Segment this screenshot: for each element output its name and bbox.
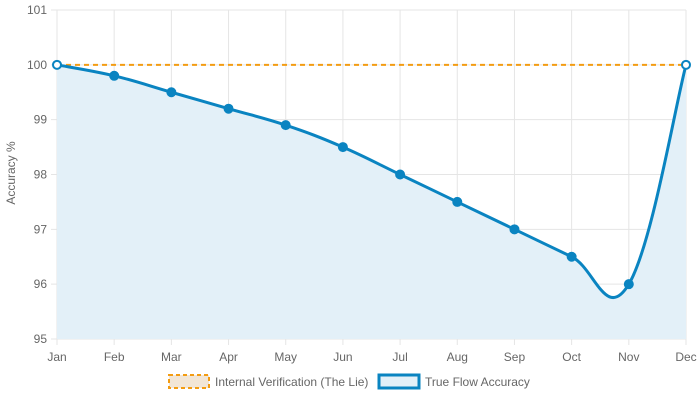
x-tick-label: Apr: [219, 350, 238, 364]
data-points-layer: [52, 59, 691, 290]
area-fill-layer: [57, 64, 686, 339]
x-tick-label: Jul: [392, 350, 407, 364]
y-tick-label: 99: [34, 113, 48, 127]
true-flow-point[interactable]: [109, 70, 120, 81]
x-axis-ticks: Jan Feb Mar Apr May Jun Jul Aug Sep Oct Nov Dec: [47, 350, 696, 364]
true-flow-point[interactable]: [509, 224, 520, 235]
legend-label-true-flow: True Flow Accuracy: [425, 375, 530, 389]
y-tick-label: 96: [34, 277, 48, 291]
y-axis-ticks: 95 96 97 98 99 100 101: [27, 3, 47, 346]
x-tick-label: Jun: [333, 350, 352, 364]
x-tick-label: Aug: [447, 350, 468, 364]
x-tick-label: Mar: [161, 350, 182, 364]
true-flow-point[interactable]: [223, 103, 234, 114]
true-flow-point[interactable]: [280, 120, 291, 131]
x-tick-label: Dec: [675, 350, 696, 364]
x-tick-label: Oct: [562, 350, 581, 364]
y-tick-label: 97: [34, 222, 48, 236]
y-tick-label: 98: [34, 168, 48, 182]
y-axis-title: Accuracy %: [4, 141, 18, 205]
true-flow-point[interactable]: [166, 87, 177, 98]
x-tick-label: Jan: [47, 350, 66, 364]
legend-item-internal-verification[interactable]: Internal Verification (The Lie): [168, 374, 368, 389]
true-flow-area: [57, 64, 686, 339]
true-flow-point[interactable]: [395, 169, 406, 180]
legend-label-internal-verification: Internal Verification (The Lie): [215, 375, 368, 389]
y-tick-label: 95: [34, 332, 48, 346]
legend-item-true-flow[interactable]: True Flow Accuracy: [377, 373, 530, 390]
true-flow-point[interactable]: [52, 59, 62, 70]
x-tick-label: Sep: [504, 350, 526, 364]
legend[interactable]: Internal Verification (The Lie) True Flow…: [168, 373, 530, 390]
legend-swatch-internal-verification: [168, 374, 210, 389]
true-flow-point[interactable]: [452, 196, 463, 207]
x-tick-label: Feb: [104, 350, 125, 364]
x-tick-label: Nov: [618, 350, 639, 364]
true-flow-point[interactable]: [681, 59, 691, 70]
y-tick-label: 100: [27, 58, 47, 72]
y-tick-label: 101: [27, 3, 47, 17]
legend-swatch-true-flow: [377, 373, 421, 390]
true-flow-point[interactable]: [623, 279, 634, 290]
true-flow-point[interactable]: [337, 142, 348, 153]
x-tick-label: May: [274, 350, 297, 364]
true-flow-point[interactable]: [566, 251, 577, 262]
